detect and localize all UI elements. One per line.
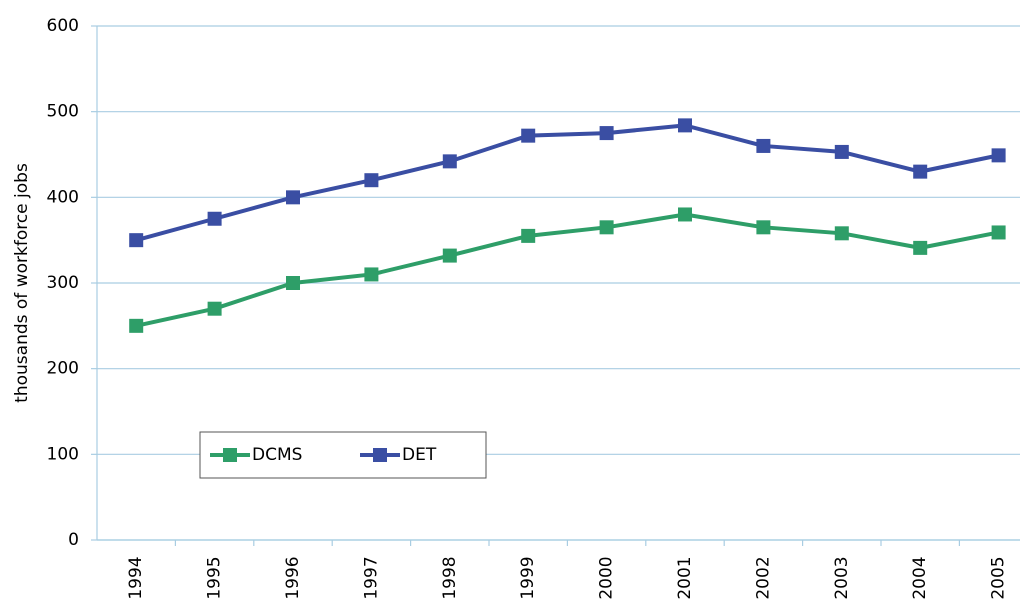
- x-tick-label: 2002: [753, 556, 773, 599]
- x-tick-label: 2003: [832, 556, 852, 599]
- data-point: [207, 211, 222, 226]
- x-tick-label: 1995: [205, 556, 225, 599]
- x-tick-label: 2004: [910, 556, 930, 599]
- x-tick-label: 1994: [126, 556, 146, 599]
- data-point: [834, 226, 849, 241]
- data-point: [599, 220, 614, 235]
- y-tick-label: 200: [47, 359, 79, 379]
- y-tick-label: 100: [47, 444, 79, 464]
- y-tick-label: 600: [47, 16, 79, 36]
- data-point: [207, 301, 222, 316]
- x-tick-label: 2005: [989, 556, 1009, 599]
- series-line: [135, 123, 1000, 243]
- y-axis-label: thousands of workforce jobs: [12, 163, 32, 403]
- data-point: [913, 164, 928, 179]
- x-tick-label: 2000: [597, 556, 617, 599]
- data-point: [678, 207, 692, 222]
- y-tick-label: 300: [47, 273, 79, 293]
- data-point: [756, 138, 771, 153]
- legend-marker: [223, 448, 237, 462]
- y-tick-label: 500: [47, 102, 79, 122]
- x-tick-label: 1996: [283, 556, 303, 599]
- data-point: [521, 128, 536, 143]
- x-tick-label: 1997: [361, 556, 381, 599]
- data-point: [521, 228, 536, 243]
- data-point: [129, 318, 144, 333]
- data-point: [442, 248, 457, 263]
- data-point: [678, 118, 692, 133]
- x-tick-label: 2001: [675, 556, 695, 599]
- data-point: [286, 190, 300, 205]
- data-point: [756, 220, 771, 235]
- legend: DCMS DET: [199, 431, 487, 479]
- y-tick-label: 400: [47, 187, 79, 207]
- series-line: [135, 212, 999, 328]
- data-point: [991, 225, 1006, 240]
- legend-label: DET: [402, 445, 437, 465]
- legend-label: DCMS: [252, 445, 302, 465]
- x-tick-label: 1998: [440, 556, 460, 599]
- data-point: [364, 173, 379, 188]
- x-tick-label: 1999: [518, 556, 538, 599]
- legend-marker: [373, 448, 387, 462]
- data-point: [442, 154, 457, 169]
- data-point: [286, 276, 300, 290]
- y-tick-label: 0: [68, 530, 79, 550]
- data-point: [834, 144, 849, 159]
- data-point: [599, 126, 614, 141]
- data-point: [913, 240, 928, 255]
- data-point: [129, 233, 144, 248]
- data-point: [364, 267, 379, 282]
- data-point: [991, 148, 1006, 163]
